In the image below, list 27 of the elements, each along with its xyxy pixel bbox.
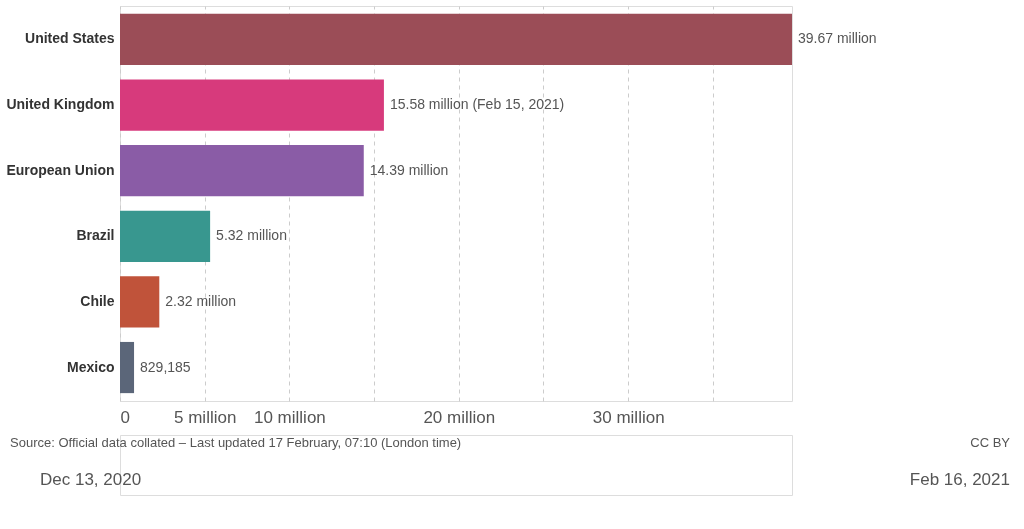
data-label: 2.32 million bbox=[165, 292, 237, 309]
text: Feb 16, 2021 bbox=[909, 470, 1010, 489]
bar bbox=[120, 79, 384, 131]
bar bbox=[120, 145, 364, 197]
y-tick-label: Brazil bbox=[76, 227, 115, 244]
y-tick-label: European Union bbox=[6, 161, 115, 178]
x-tick-label: 10 million bbox=[253, 407, 326, 427]
x-tick-label: 20 million bbox=[423, 407, 496, 427]
bar bbox=[120, 276, 160, 328]
y-tick-label: Mexico bbox=[67, 358, 115, 375]
x-tick-label: 0 bbox=[120, 407, 130, 427]
data-label: 14.39 million bbox=[369, 161, 449, 178]
x-tick-label: 30 million bbox=[592, 407, 665, 427]
data-label: 39.67 million bbox=[798, 30, 877, 47]
data-label: 829,185 bbox=[140, 358, 191, 375]
text: CC BY bbox=[970, 435, 1011, 450]
y-tick-label: United Kingdom bbox=[6, 96, 115, 113]
data-label: 5.32 million bbox=[216, 227, 287, 244]
data-label: 15.58 million (Feb 15, 2021) bbox=[389, 96, 565, 113]
source-note: Source: Official data collated – Last updated 17 February, 07:10 (London time) bbox=[10, 435, 462, 450]
y-tick-label: Chile bbox=[80, 292, 115, 309]
text: Dec 13, 2020 bbox=[40, 470, 142, 489]
bar bbox=[120, 13, 792, 66]
y-tick-label: United States bbox=[25, 30, 115, 47]
bar bbox=[120, 341, 135, 394]
bar bbox=[120, 210, 211, 262]
x-tick-label: 5 million bbox=[174, 407, 237, 427]
